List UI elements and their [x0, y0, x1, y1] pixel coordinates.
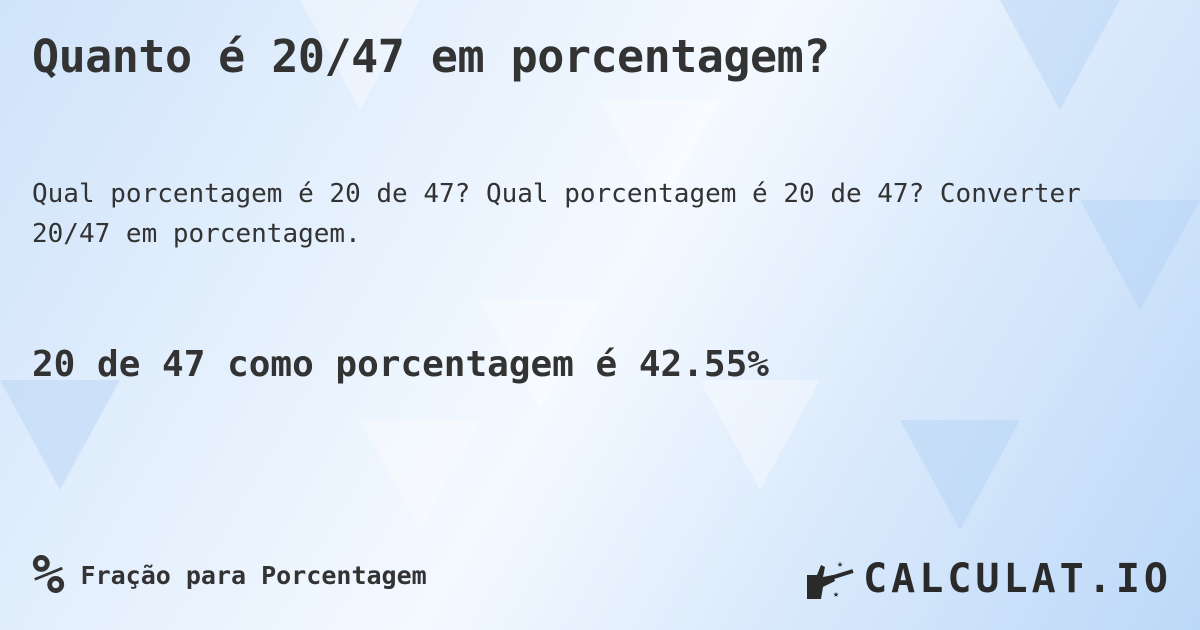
logo[interactable]: ★ ★ CALCULAT.IO: [803, 556, 1172, 602]
magic-hand-icon: ★ ★: [807, 559, 854, 600]
percent-icon: %: [32, 543, 65, 606]
category-label: Fração para Porcentagem: [80, 560, 427, 590]
svg-text:★: ★: [833, 589, 839, 600]
category-link[interactable]: % Fração para Porcentagem: [32, 548, 427, 602]
page-title: Quanto é 20/47 em porcentagem?: [32, 30, 830, 83]
answer-text: 20 de 47 como porcentagem é 42.55%: [32, 344, 769, 385]
logo-text: CALCULAT.IO: [863, 556, 1172, 602]
svg-text:★: ★: [837, 559, 843, 570]
description: Qual porcentagem é 20 de 47? Qual porcen…: [32, 179, 1081, 249]
